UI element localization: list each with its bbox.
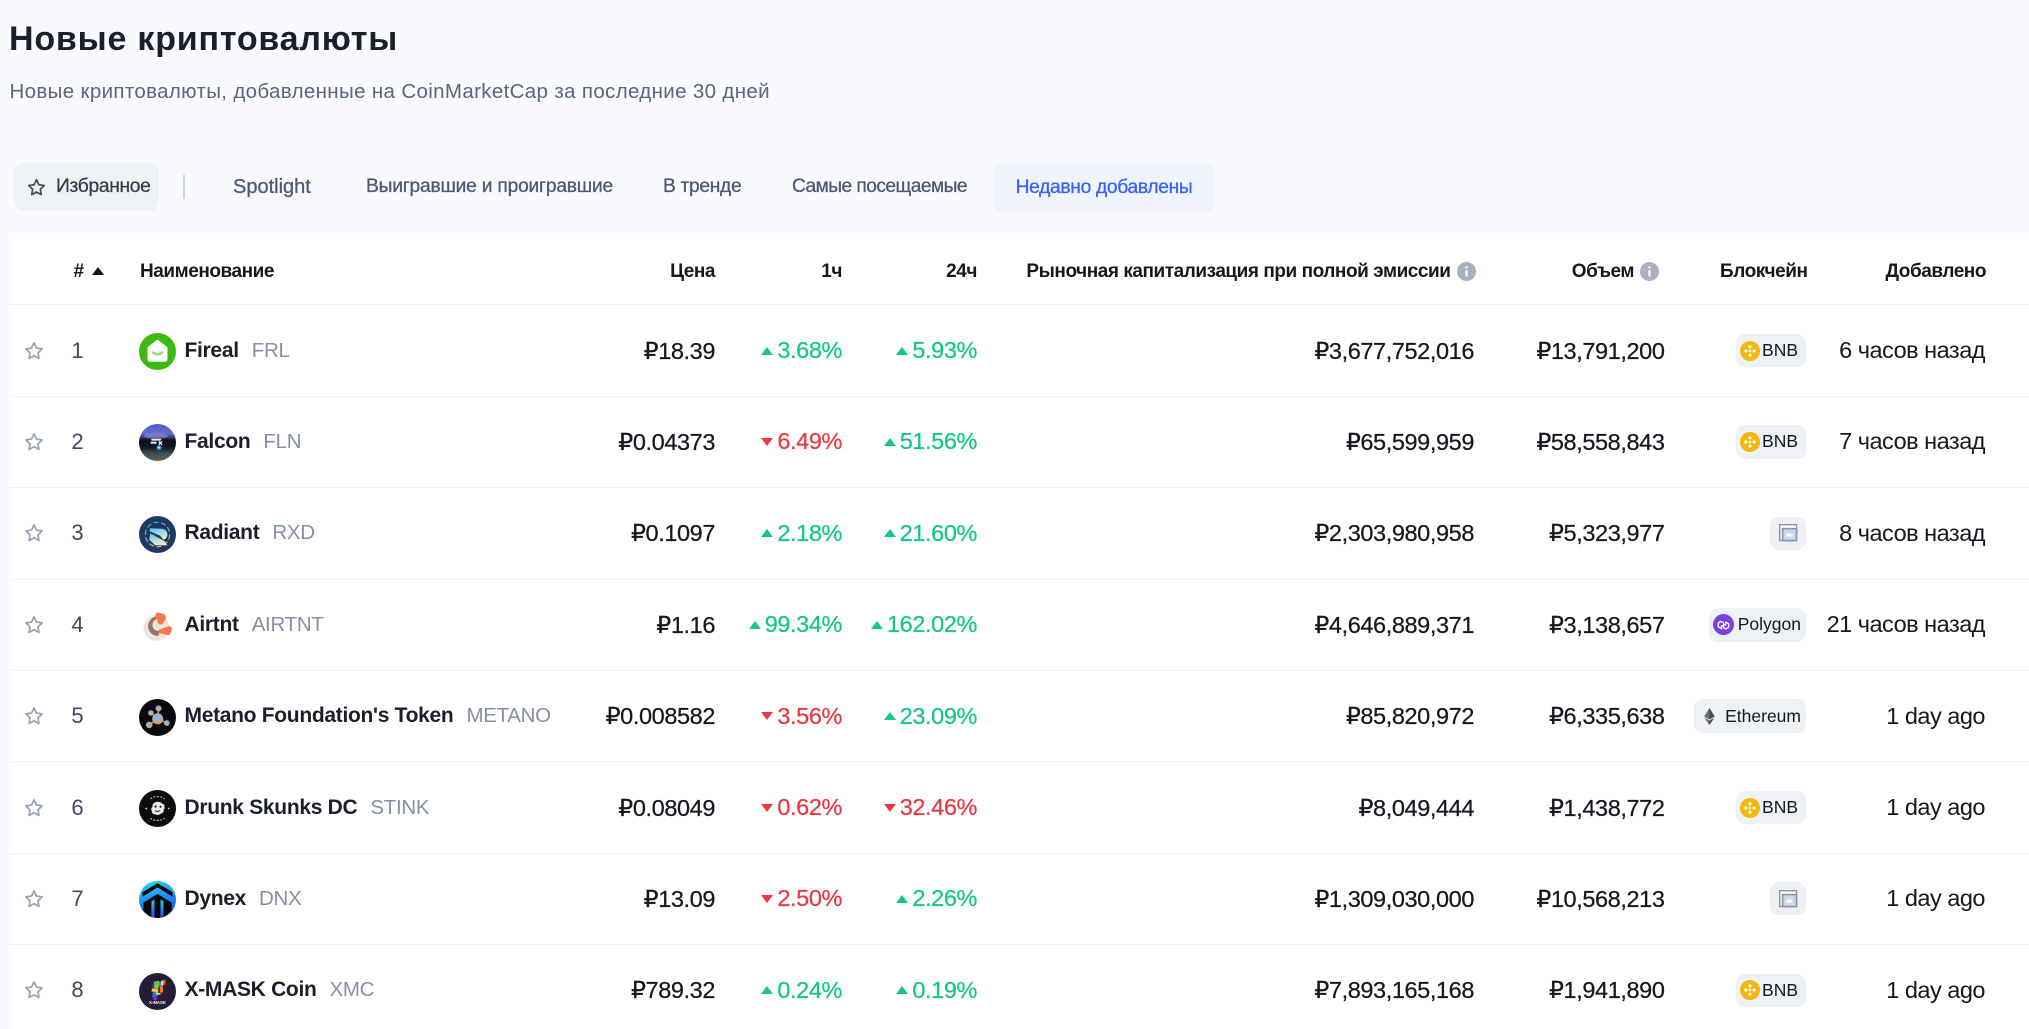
svg-text:X-MASK: X-MASK — [149, 1000, 167, 1005]
